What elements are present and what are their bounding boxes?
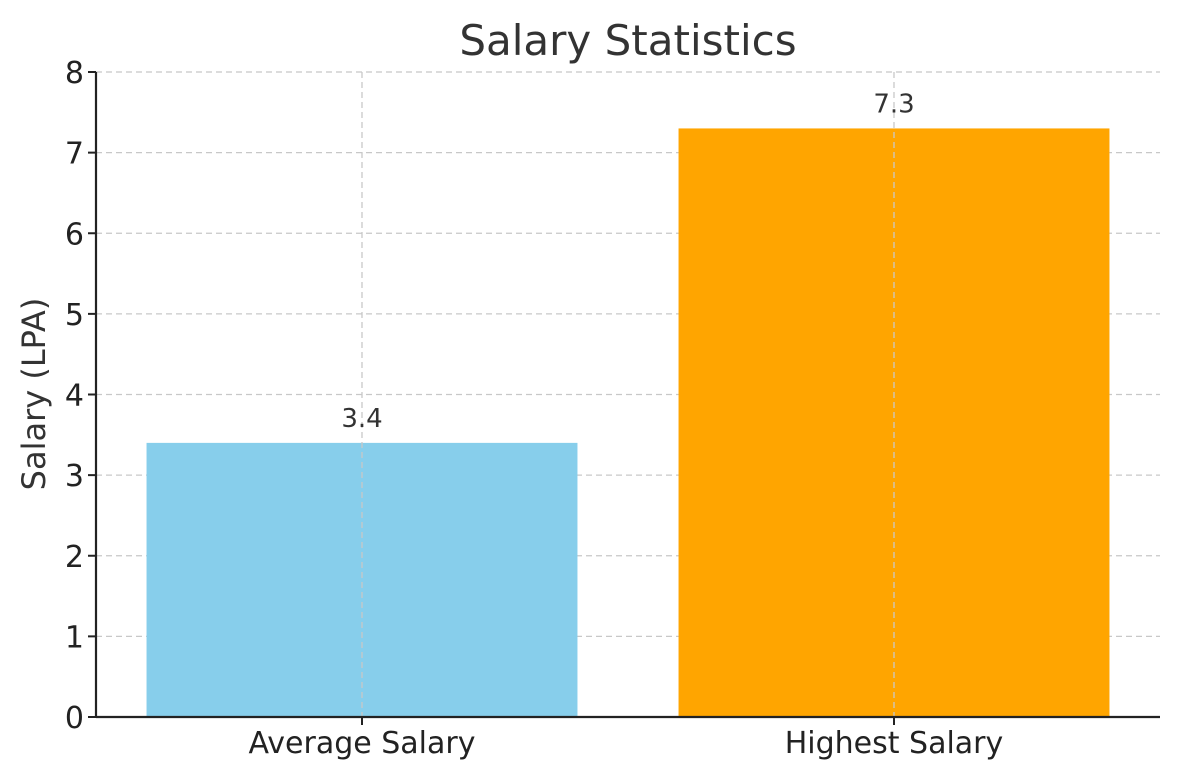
y-axis-label: Salary (LPA) <box>15 298 53 491</box>
y-tick-label: 7 <box>65 137 84 172</box>
x-tick-label: Average Salary <box>249 726 476 761</box>
data-label: 3.4 <box>341 404 382 434</box>
chart-title: Salary Statistics <box>459 16 796 65</box>
data-labels: 3.4 7.3 <box>341 89 914 433</box>
bar <box>146 442 578 717</box>
bars <box>146 128 1110 717</box>
y-tick-label: 4 <box>65 379 84 414</box>
y-tick-label: 2 <box>65 540 84 575</box>
y-tick-label: 6 <box>65 217 84 252</box>
y-ticks: 0 1 2 3 4 5 6 7 8 <box>65 56 96 736</box>
data-label: 7.3 <box>873 89 914 119</box>
x-ticks: Average Salary Highest Salary <box>249 717 1004 761</box>
y-tick-label: 0 <box>65 701 84 736</box>
x-tick-label: Highest Salary <box>785 726 1004 761</box>
vertical-grid <box>361 72 895 717</box>
y-tick-label: 3 <box>65 459 84 494</box>
y-tick-label: 5 <box>65 298 84 333</box>
y-tick-label: 1 <box>65 620 84 655</box>
y-tick-label: 8 <box>65 56 84 91</box>
